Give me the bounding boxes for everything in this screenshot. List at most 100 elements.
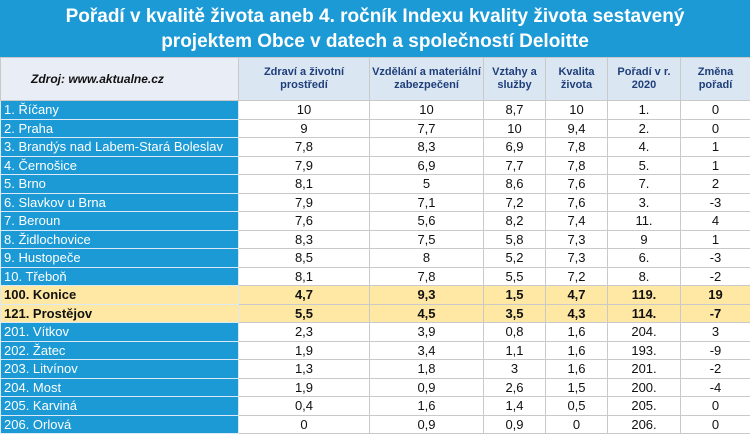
municipality-name: 9. Hustopeče [1,249,239,268]
table-cell: 0,4 [239,397,370,416]
municipality-name: 202. Žatec [1,341,239,360]
table-cell: 19 [681,286,750,305]
table-cell: 6,9 [484,138,546,157]
table-cell: 119. [608,286,681,305]
table-cell: 0,5 [546,397,608,416]
table-cell: 8,6 [484,175,546,194]
table-cell: 114. [608,304,681,323]
table-cell: 1,6 [370,397,484,416]
table-cell: -4 [681,378,750,397]
column-header: Kvalita života [546,58,608,101]
table-cell: 2,3 [239,323,370,342]
table-cell: 1,6 [546,360,608,379]
table-cell: 4. [608,138,681,157]
table-cell: 8,3 [239,230,370,249]
table-cell: 7,6 [546,193,608,212]
table-cell: 9 [608,230,681,249]
table-cell: 1,6 [546,323,608,342]
table-cell: 4,7 [546,286,608,305]
header-row: Zdroj: www.aktualne.cz Zdraví a životní … [1,58,750,101]
table-cell: 4 [681,212,750,231]
table-cell: 8,1 [239,267,370,286]
table-cell: 7,3 [546,249,608,268]
table-cell: 1,4 [484,397,546,416]
table-cell: 9,4 [546,119,608,138]
table-cell: 0 [239,415,370,434]
table-cell: 4,7 [239,286,370,305]
municipality-name: 3. Brandýs nad Labem-Stará Boleslav [1,138,239,157]
municipality-name: 201. Vítkov [1,323,239,342]
table-cell: 5,6 [370,212,484,231]
table-cell: 200. [608,378,681,397]
table-cell: 0 [681,119,750,138]
table-cell: 2. [608,119,681,138]
column-header: Zdraví a životní prostředí [239,58,370,101]
table-cell: 4,3 [546,304,608,323]
column-header: Vzdělání a materiální zabezpečení [370,58,484,101]
table-cell: 1 [681,138,750,157]
municipality-name: 8. Židlochovice [1,230,239,249]
municipality-name: 204. Most [1,378,239,397]
table-cell: 1 [681,230,750,249]
title-line-2: projektem Obce v datech a společností De… [0,29,750,54]
table-cell: -9 [681,341,750,360]
table-cell: 8,7 [484,101,546,120]
table-cell: 5,5 [239,304,370,323]
table-cell: 3,5 [484,304,546,323]
table-cell: 10 [370,101,484,120]
table-cell: 7,1 [370,193,484,212]
table-cell: 193. [608,341,681,360]
table-cell: 3,4 [370,341,484,360]
municipality-name: 205. Karviná [1,397,239,416]
table-cell: 0,9 [370,415,484,434]
table-cell: 10 [546,101,608,120]
table-cell: 205. [608,397,681,416]
table-cell: 0 [546,415,608,434]
table-cell: 201. [608,360,681,379]
table-cell: 7,6 [546,175,608,194]
municipality-name: 6. Slavkov u Brna [1,193,239,212]
table-cell: 206. [608,415,681,434]
table-cell: 1,8 [370,360,484,379]
source-label: Zdroj: www.aktualne.cz [1,58,239,101]
table-cell: 9 [239,119,370,138]
table-cell: 2 [681,175,750,194]
table-cell: 4,5 [370,304,484,323]
table-cell: 0,9 [484,415,546,434]
table-cell: 10 [239,101,370,120]
table-cell: 7,2 [546,267,608,286]
table-cell: 7,4 [546,212,608,231]
municipality-name: 206. Orlová [1,415,239,434]
table-cell: 7,3 [546,230,608,249]
table-cell: 7,6 [239,212,370,231]
table-cell: 8,2 [484,212,546,231]
title-banner: Pořadí v kvalitě života aneb 4. ročník I… [0,0,750,57]
table-cell: 0,8 [484,323,546,342]
municipality-name: 5. Brno [1,175,239,194]
table-cell: 7. [608,175,681,194]
table-cell: 6,9 [370,156,484,175]
table-cell: 1. [608,101,681,120]
table-cell: 0 [681,415,750,434]
table-cell: -7 [681,304,750,323]
municipality-name: 10. Třeboň [1,267,239,286]
table-cell: 7,8 [546,156,608,175]
title-line-1: Pořadí v kvalitě života aneb 4. ročník I… [0,0,750,29]
table-cell: 7,5 [370,230,484,249]
table-cell: 3,9 [370,323,484,342]
municipality-name: 4. Černošice [1,156,239,175]
table-cell: 0 [681,101,750,120]
